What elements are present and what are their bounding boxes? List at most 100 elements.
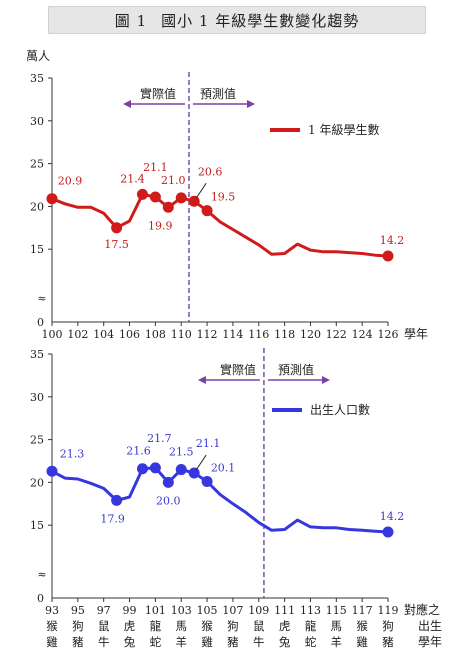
- data-label: 14.2: [380, 234, 405, 247]
- data-label: 20.0: [156, 494, 181, 507]
- axis-break-symbol: ≈: [37, 292, 46, 305]
- data-point: [149, 462, 161, 474]
- x-tick-label: 120: [300, 328, 321, 341]
- data-point: [46, 465, 58, 477]
- x-tick-label: 104: [93, 328, 114, 341]
- zodiac-label: 雞: [356, 635, 368, 649]
- zodiac-label: 龍: [305, 619, 317, 633]
- data-label: 21.1: [196, 437, 221, 450]
- y-tick-label-zero: 0: [37, 316, 44, 329]
- data-point: [201, 476, 213, 488]
- x-tick-label: 107: [222, 604, 243, 617]
- data-point: [162, 476, 174, 488]
- data-point: [46, 193, 58, 205]
- zodiac-label: 豬: [382, 635, 394, 649]
- data-point: [201, 205, 213, 217]
- data-label: 17.9: [100, 512, 125, 525]
- x-tick-label: 126: [378, 328, 399, 341]
- zodiac-label: 羊: [175, 635, 187, 649]
- data-point: [382, 250, 394, 262]
- data-label: 21.6: [126, 445, 151, 458]
- zodiac-label: 龍: [150, 619, 162, 633]
- data-point: [188, 195, 200, 207]
- y-axis-label: 萬人: [26, 49, 50, 63]
- data-point: [136, 463, 148, 475]
- y-tick-label: 15: [30, 243, 44, 256]
- x-tick-label: 113: [300, 604, 321, 617]
- data-label: 20.1: [211, 462, 236, 475]
- chart-panel-1: 15 20 25 30 35 0 ≈100 102 104 106 108 110 112 114 116 1…: [26, 49, 428, 341]
- y-tick-label: 15: [30, 519, 44, 532]
- data-label: 20.9: [58, 175, 83, 188]
- y-tick-label: 30: [30, 115, 44, 128]
- data-point: [175, 464, 187, 476]
- zodiac-label: 虎: [279, 619, 291, 633]
- x-tick-label: 93: [45, 604, 59, 617]
- zodiac-label: 牛: [253, 635, 265, 649]
- data-label: 21.4: [120, 172, 145, 185]
- y-tick-label: 20: [30, 200, 44, 213]
- data-point: [136, 188, 148, 200]
- data-point: [149, 191, 161, 203]
- zodiac-label: 狗: [227, 619, 239, 633]
- x-tick-label: 106: [119, 328, 140, 341]
- y-tick-label: 35: [30, 348, 44, 361]
- data-point: [175, 192, 187, 204]
- y-tick-label: 25: [30, 158, 44, 171]
- zodiac-label: 猴: [356, 619, 368, 633]
- x-tick-label: 108: [145, 328, 166, 341]
- chart-panel-2: 15 20 25 30 35 0 ≈93 猴雞 95 狗豬 97 鼠牛 99 虎兔 101 龍蛇 103 馬羊 10…: [30, 348, 442, 649]
- x-tick-label: 97: [97, 604, 111, 617]
- series-line: [51, 192, 389, 258]
- zodiac-label: 牛: [98, 635, 110, 649]
- zodiac-label: 馬: [175, 619, 187, 633]
- data-point: [382, 526, 394, 538]
- data-point: [111, 222, 123, 234]
- zodiac-label: 馬: [331, 619, 343, 633]
- data-label: 19.5: [211, 191, 236, 204]
- figure-title: 國小 1 年級學生數變化趨勢: [161, 11, 360, 30]
- annotation-forecast: 預測值: [200, 86, 236, 101]
- zodiac-label: 羊: [331, 635, 343, 649]
- x-tick-label: 109: [248, 604, 269, 617]
- x-axis-label: 對應之: [404, 602, 440, 617]
- zodiac-label: 猴: [201, 619, 213, 633]
- data-label: 14.2: [380, 510, 405, 523]
- x-tick-label: 118: [274, 328, 295, 341]
- x-tick-label: 100: [42, 328, 63, 341]
- data-label: 21.3: [60, 447, 85, 460]
- x-tick-label: 115: [326, 604, 347, 617]
- axis-break-symbol: ≈: [37, 568, 46, 581]
- x-tick-label: 95: [71, 604, 85, 617]
- data-label: 21.1: [143, 161, 168, 174]
- zodiac-label: 豬: [227, 635, 239, 649]
- x-axis-label: 學年: [418, 635, 442, 649]
- zodiac-label: 兔: [124, 635, 136, 649]
- data-label: 19.9: [148, 219, 173, 232]
- data-point: [111, 494, 123, 506]
- zodiac-label: 兔: [279, 635, 291, 649]
- zodiac-label: 鼠: [98, 619, 110, 633]
- figure-number: 圖 1: [114, 11, 148, 30]
- x-tick-label: 124: [352, 328, 373, 341]
- x-tick-label: 111: [274, 604, 295, 617]
- annotation-actual: 實際值: [220, 362, 256, 377]
- zodiac-label: 豬: [72, 635, 84, 649]
- data-label: 21.7: [147, 432, 172, 445]
- data-label: 21.5: [169, 446, 194, 459]
- zodiac-label: 虎: [124, 619, 136, 633]
- data-label: 20.6: [198, 165, 223, 178]
- x-axis-label: 出生: [418, 619, 442, 633]
- x-axis-label: 學年: [404, 327, 428, 341]
- x-tick-label: 119: [378, 604, 399, 617]
- zodiac-label: 鼠: [253, 619, 265, 633]
- x-tick-label: 103: [171, 604, 192, 617]
- data-label: 21.0: [161, 174, 186, 187]
- y-tick-label: 20: [30, 476, 44, 489]
- series-line: [51, 466, 389, 534]
- data-label: 17.5: [104, 238, 129, 251]
- x-tick-label: 101: [145, 604, 166, 617]
- x-tick-label: 99: [123, 604, 137, 617]
- y-tick-label: 30: [30, 391, 44, 404]
